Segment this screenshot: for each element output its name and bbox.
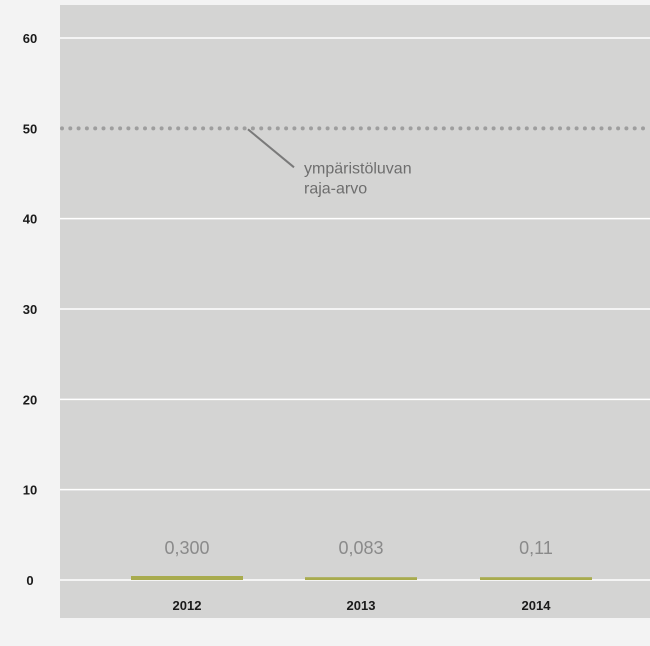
data-label-2012: 0,300	[164, 538, 209, 558]
x-axis-ticks: 2012 2013 2014	[173, 598, 552, 613]
bar-2013	[305, 577, 417, 580]
x-tick-label-2013: 2013	[347, 598, 376, 613]
y-axis-ticks: 0 10 20 30 40 50 60	[23, 31, 37, 588]
reference-line-label-1: ympäristöluvan	[304, 160, 412, 177]
reference-line-label-2: raja-arvo	[304, 180, 367, 197]
x-tick-label-2012: 2012	[173, 598, 202, 613]
reference-line-group: ympäristöluvan raja-arvo	[60, 126, 650, 197]
data-label-2014: 0,11	[519, 538, 553, 558]
data-labels: 0,300 0,083 0,11	[164, 538, 552, 558]
bar-2014	[480, 577, 592, 580]
y-tick-label-50: 50	[23, 121, 37, 136]
plot-background	[60, 5, 650, 618]
x-tick-label-2014: 2014	[522, 598, 552, 613]
y-tick-label-0: 0	[26, 573, 33, 588]
y-tick-label-60: 60	[23, 31, 37, 46]
y-tick-label-30: 30	[23, 302, 37, 317]
y-tick-label-10: 10	[23, 483, 37, 498]
data-label-2013: 0,083	[338, 538, 383, 558]
annotation-leader-line	[247, 128, 295, 169]
bars	[131, 576, 592, 580]
y-tick-label-20: 20	[23, 392, 37, 407]
y-tick-label-40: 40	[23, 212, 37, 227]
bar-2012	[131, 576, 243, 580]
